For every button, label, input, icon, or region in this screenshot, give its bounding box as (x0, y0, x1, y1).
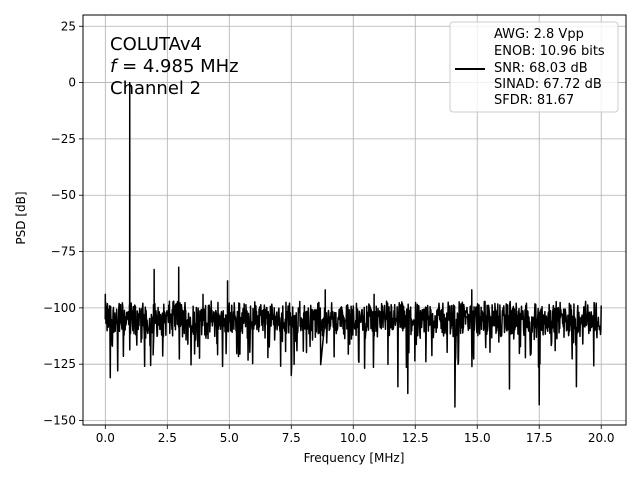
legend-snr: SNR: 68.03 dB (494, 61, 588, 76)
x-tick-label: 2.5 (158, 431, 177, 445)
axes-frame (82, 14, 627, 426)
plot-annotation: COLUTAv4 f = 4.985 MHz Channel 2 (110, 34, 239, 99)
legend: AWG: 2.8 Vpp ENOB: 10.96 bits SNR: 68.03… (449, 21, 619, 113)
annotation-frequency-symbol: f (110, 56, 119, 77)
x-tick-label: 17.5 (526, 431, 553, 445)
plot-area (104, 81, 602, 408)
x-tick-label: 12.5 (402, 431, 429, 445)
x-tick-label: 10.0 (340, 431, 367, 445)
y-tick-label: 25 (61, 19, 76, 33)
psd-series-line (104, 81, 602, 408)
x-tick-label: 20.0 (588, 431, 615, 445)
annotation-channel: Channel 2 (110, 78, 201, 99)
annotation-device: COLUTAv4 (110, 34, 202, 55)
legend-awg: AWG: 2.8 Vpp (494, 27, 584, 42)
x-tick-label: 5.0 (220, 431, 239, 445)
legend-sinad: SINAD: 67.72 dB (494, 77, 602, 92)
y-tick-label: −100 (43, 301, 76, 315)
annotation-frequency: f = 4.985 MHz (110, 56, 239, 77)
y-axis-label: PSD [dB] (14, 191, 28, 244)
annotation-frequency-value: = 4.985 MHz (116, 56, 238, 77)
y-tick-label: −25 (51, 132, 76, 146)
x-tick-label: 7.5 (282, 431, 301, 445)
y-tick-label: −125 (43, 357, 76, 371)
y-tick-label: −75 (51, 245, 76, 259)
y-tick-label: −50 (51, 188, 76, 202)
axis-ticks: 0.0 2.5 5.0 7.5 10.0 12.5 15.0 17.5 20.0 25 0 −25 −5… (43, 19, 615, 445)
legend-enob: ENOB: 10.96 bits (494, 44, 605, 59)
x-tick-label: 15.0 (464, 431, 491, 445)
legend-box (449, 21, 619, 113)
x-axis-label: Frequency [MHz] (304, 451, 405, 465)
y-tick-label: −150 (43, 413, 76, 427)
legend-sfdr: SFDR: 81.67 (494, 93, 574, 108)
y-tick-label: 0 (68, 76, 76, 90)
x-tick-label: 0.0 (96, 431, 115, 445)
